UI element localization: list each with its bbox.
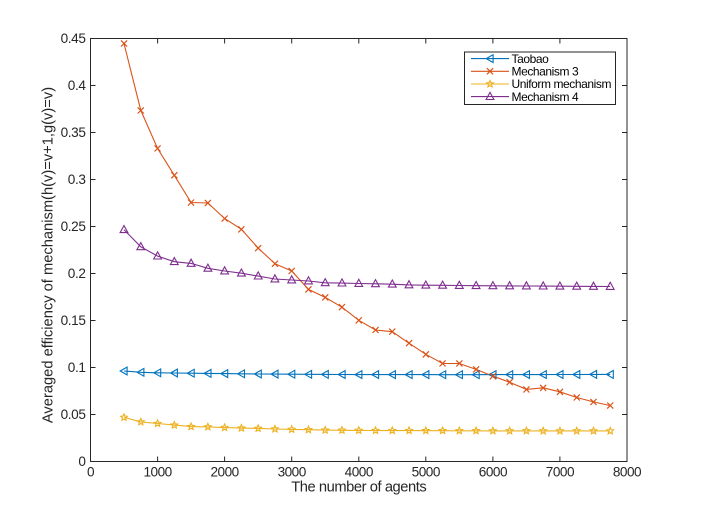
svg-text:0.2: 0.2	[68, 266, 86, 281]
svg-text:0.25: 0.25	[61, 219, 86, 234]
svg-text:0.45: 0.45	[61, 31, 86, 46]
svg-text:0: 0	[87, 465, 95, 480]
svg-text:1000: 1000	[143, 465, 172, 480]
svg-text:6000: 6000	[479, 465, 508, 480]
svg-text:0: 0	[78, 454, 86, 469]
svg-text:The number of agents: The number of agents	[291, 480, 426, 496]
svg-text:0.35: 0.35	[61, 125, 86, 140]
svg-text:0.3: 0.3	[68, 172, 86, 187]
svg-text:0.15: 0.15	[61, 313, 86, 328]
svg-text:Mechanism 3: Mechanism 3	[512, 65, 579, 79]
svg-text:8000: 8000	[613, 465, 642, 480]
svg-text:5000: 5000	[412, 465, 441, 480]
svg-text:7000: 7000	[546, 465, 575, 480]
svg-text:Mechanism 4: Mechanism 4	[512, 90, 579, 104]
svg-text:Averaged efficiency of mechani: Averaged efficiency of mechanism(h(v)=v+…	[41, 87, 57, 423]
svg-text:3000: 3000	[278, 465, 307, 480]
svg-text:0.05: 0.05	[61, 407, 86, 422]
svg-text:Taobao: Taobao	[512, 52, 550, 66]
svg-text:0.1: 0.1	[68, 360, 86, 375]
svg-text:4000: 4000	[345, 465, 374, 480]
svg-text:0.4: 0.4	[68, 78, 87, 93]
svg-text:Uniform mechanism: Uniform mechanism	[512, 77, 612, 91]
svg-text:2000: 2000	[210, 465, 239, 480]
